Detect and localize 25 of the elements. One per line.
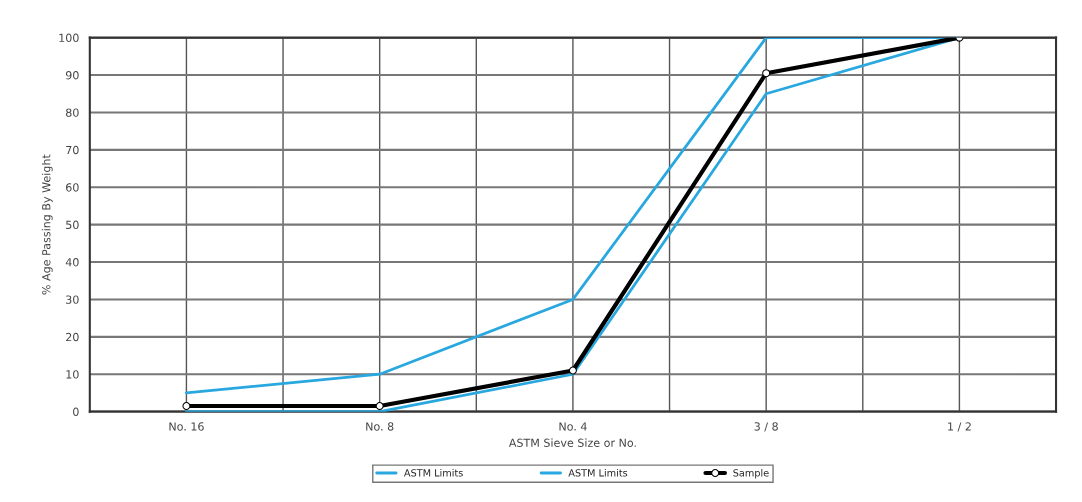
point <box>375 402 384 411</box>
legend-label: Sample <box>733 469 769 479</box>
x-tick-label: No. 16 <box>169 422 204 431</box>
legend-label: ASTM Limits <box>403 469 463 477</box>
x-tick-label: No. 8 <box>366 422 394 431</box>
y-tick-label: 90 <box>65 71 79 80</box>
point <box>182 402 191 411</box>
y-axis-title: % Age Passing By Weight <box>41 154 53 295</box>
y-tick-label: 100 <box>59 33 79 43</box>
point <box>762 69 771 78</box>
y-tick-label: 50 <box>66 220 79 230</box>
y-tick-label: 40 <box>65 258 79 267</box>
y-tick-label: 60 <box>66 183 79 192</box>
x-tick-label: 1 / 2 <box>948 422 971 432</box>
y-tick-label: 30 <box>66 295 79 304</box>
legend-label: ASTM Limits <box>568 469 628 477</box>
y-tick-label: 20 <box>66 332 79 342</box>
x-tick-label: 3 / 8 <box>754 422 778 432</box>
y-tick-label: 10 <box>66 370 79 379</box>
point <box>568 366 577 375</box>
y-tick-label: 70 <box>66 145 79 155</box>
y-tick-label: 80 <box>66 108 79 117</box>
x-axis-title: ASTM Sieve Size or No. <box>508 438 636 447</box>
x-tick-label: No. 4 <box>559 422 587 431</box>
y-tick-label: 0 <box>73 407 79 417</box>
